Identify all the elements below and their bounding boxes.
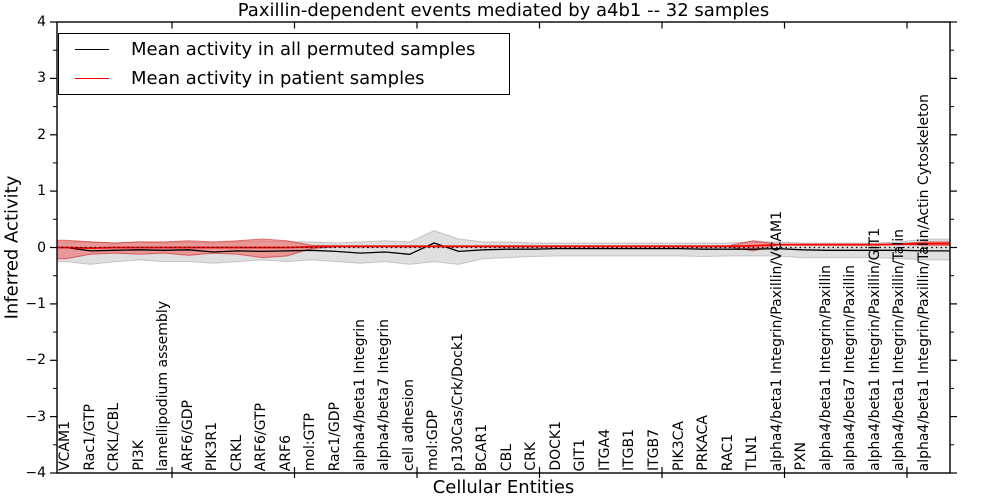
x-tick-label: CRKL/CBL: [106, 402, 123, 471]
x-tick-label: mol:GTP: [302, 412, 319, 471]
x-tick-label: ARF6/GDP: [179, 399, 196, 471]
x-tick-label: PRKACA: [695, 415, 712, 471]
x-tick-label: ARF6: [277, 434, 294, 471]
x-tick-label: alpha4/beta1 Integrin: [351, 319, 368, 471]
x-tick-label: mol:GDP: [425, 410, 442, 471]
x-tick-label: alpha4/beta1 Integrin/Paxillin: [817, 265, 834, 471]
x-tick-label: ITGA4: [596, 428, 613, 471]
x-tick-label: alpha4/beta7 Integrin/Paxillin: [842, 265, 859, 471]
y-tick-label: 1: [37, 183, 46, 200]
x-tick-label: lamellipodium assembly: [155, 300, 172, 471]
y-tick-label: 0: [37, 239, 46, 256]
x-tick-label: PIK3CA: [670, 420, 687, 471]
x-tick-label: ARF6/GTP: [253, 402, 270, 471]
x-tick-label: PI3K: [130, 440, 147, 471]
x-tick-label: PIK3R1: [204, 421, 221, 471]
legend-item-permuted: Mean activity in all permuted samples: [59, 35, 509, 64]
x-tick-label: cell adhesion: [400, 378, 417, 471]
x-tick-label: TLN1: [744, 435, 761, 471]
x-tick-label: Rac1/GDP: [326, 401, 343, 471]
legend-line-patient-icon: [75, 78, 109, 79]
legend-line-permuted-icon: [75, 49, 109, 50]
x-tick-label: alpha4/beta1 Integrin/Paxillin/Talin: [891, 229, 908, 471]
x-tick-label: alpha4/beta1 Integrin/Paxillin/GIT1: [866, 228, 883, 471]
x-tick-label: BCAR1: [474, 423, 491, 471]
legend-label-patient: Mean activity in patient samples: [131, 68, 425, 89]
x-tick-label: CRKL: [228, 434, 245, 471]
x-tick-label: PXN: [793, 442, 810, 471]
x-tick-label: VCAM1: [57, 421, 73, 471]
legend-label-permuted: Mean activity in all permuted samples: [131, 39, 476, 60]
y-tick-label: −4: [25, 465, 46, 481]
y-tick-label: 3: [37, 70, 46, 87]
legend: Mean activity in all permuted samples Me…: [58, 33, 510, 95]
x-tick-label: CRK: [523, 442, 540, 471]
x-tick-label: alpha4/beta1 Integrin/Paxillin/Talin/Act…: [916, 93, 932, 471]
x-tick-label: ITGB1: [621, 428, 638, 471]
x-tick-label: DOCK1: [547, 421, 564, 471]
y-tick-label: 2: [37, 126, 46, 143]
x-tick-label: RAC1: [719, 433, 736, 471]
y-tick-label: 4: [37, 14, 46, 30]
y-tick-label: −2: [25, 352, 46, 369]
chart-title: Paxillin-dependent events mediated by a4…: [237, 0, 770, 21]
x-tick-label: alpha4/beta1 Integrin/Paxillin/VCAM1: [768, 210, 785, 471]
x-tick-label: ITGB7: [646, 428, 663, 471]
legend-item-patient: Mean activity in patient samples: [59, 64, 509, 93]
x-tick-label: Rac1/GTP: [81, 404, 98, 471]
x-tick-label: GIT1: [572, 438, 589, 471]
x-tick-label: alpha4/beta7 Integrin: [376, 319, 393, 471]
y-tick-label: −1: [25, 295, 46, 312]
y-tick-label: −3: [25, 408, 46, 425]
x-tick-label: p130Cas/Crk/Dock1: [449, 332, 466, 471]
x-tick-label: CBL: [498, 443, 515, 471]
x-axis-label: Cellular Entities: [432, 477, 575, 498]
